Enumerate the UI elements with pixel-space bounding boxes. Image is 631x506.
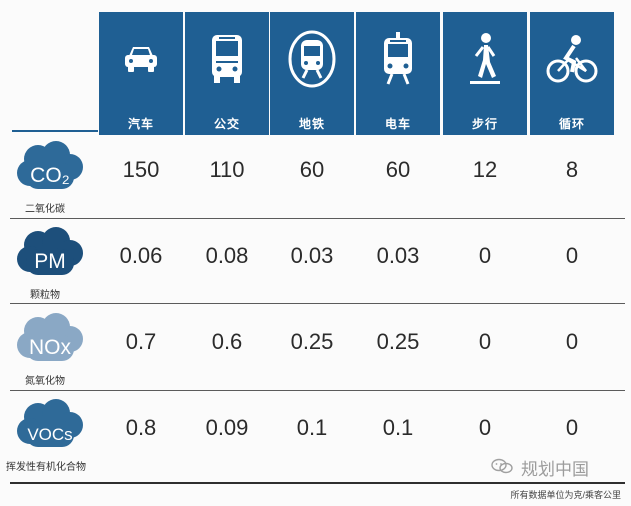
subway-icon (270, 30, 354, 88)
table-cell: 0.08 (205, 243, 249, 268)
row-separator (10, 390, 625, 391)
tram-icon (356, 30, 440, 88)
cloud-icon: VOCs (17, 399, 83, 447)
header-walking: 步行 (443, 12, 527, 135)
pollutant-badge: NOx (12, 311, 90, 389)
watermark-text: 规划中国 (521, 460, 589, 479)
pollutant-badge-text: NOx (29, 336, 72, 359)
table-cell: 0.03 (290, 243, 334, 268)
header-bicycle: 循环 (530, 12, 614, 135)
bicycle-icon (530, 30, 614, 88)
table-cell: 60 (299, 157, 325, 182)
table-cell: 0.6 (211, 329, 243, 354)
table-cell: 0.09 (205, 415, 249, 440)
pollutant-badge: CO₂ (12, 139, 90, 217)
table-cell: 0 (478, 243, 492, 268)
header-label: 步行 (471, 117, 498, 131)
cloud-icon: CO₂ (17, 141, 83, 189)
table-cell: 150 (122, 157, 160, 182)
header-label: 公交 (213, 117, 240, 131)
table-cell: 0.06 (119, 243, 163, 268)
table-cell: 0.03 (376, 243, 420, 268)
pollutant-badge-text: CO₂ (30, 164, 70, 187)
pollutant-label: 氮氧化物 (25, 376, 65, 387)
cloud-icon: PM (17, 227, 83, 275)
wechat-logo-icon (491, 458, 513, 479)
table-cell: 0.25 (290, 329, 334, 354)
table-cell: 60 (385, 157, 411, 182)
walking-icon (443, 30, 527, 88)
table-cell: 0.25 (376, 329, 420, 354)
pollutant-badge: VOCs (12, 397, 90, 475)
pollutant-label: 颗粒物 (30, 290, 60, 301)
pollutant-badge-text: PM (34, 250, 66, 273)
table-cell: 0 (478, 329, 492, 354)
table-cell: 0.8 (125, 415, 157, 440)
header-label: 汽车 (127, 117, 154, 131)
row-separator (10, 303, 625, 304)
header-underline (12, 130, 98, 132)
units-footnote: 所有数据单位为克/乘客公里 (510, 490, 621, 500)
table-cell: 12 (472, 157, 498, 182)
table-cell: 0 (478, 415, 492, 440)
table-bottom-rule (10, 482, 625, 484)
table-cell: 0 (565, 243, 579, 268)
header-car: 汽车 (99, 12, 183, 135)
header-label: 电车 (384, 117, 411, 131)
pollutant-badge-text: VOCs (27, 425, 72, 444)
pollutant-badge: PM (12, 225, 90, 303)
table-cell: 8 (565, 157, 579, 182)
table-cell: 0.7 (125, 329, 157, 354)
header-bus: 公交 (185, 12, 269, 135)
table-cell: 0 (565, 415, 579, 440)
header-tram: 电车 (356, 12, 440, 135)
table-cell: 0 (565, 329, 579, 354)
header-label: 地铁 (298, 117, 325, 131)
row-separator (10, 218, 625, 219)
table-cell: 110 (209, 157, 245, 182)
bus-icon (185, 30, 269, 88)
car-icon (99, 30, 183, 88)
table-cell: 0.1 (296, 415, 328, 440)
table-cell: 0.1 (382, 415, 414, 440)
pollutant-label: 挥发性有机化合物 (6, 462, 86, 473)
header-label: 循环 (558, 117, 585, 131)
header-subway: 地铁 (270, 12, 354, 135)
pollutant-label: 二氧化碳 (25, 204, 65, 215)
cloud-icon: NOx (17, 313, 83, 361)
